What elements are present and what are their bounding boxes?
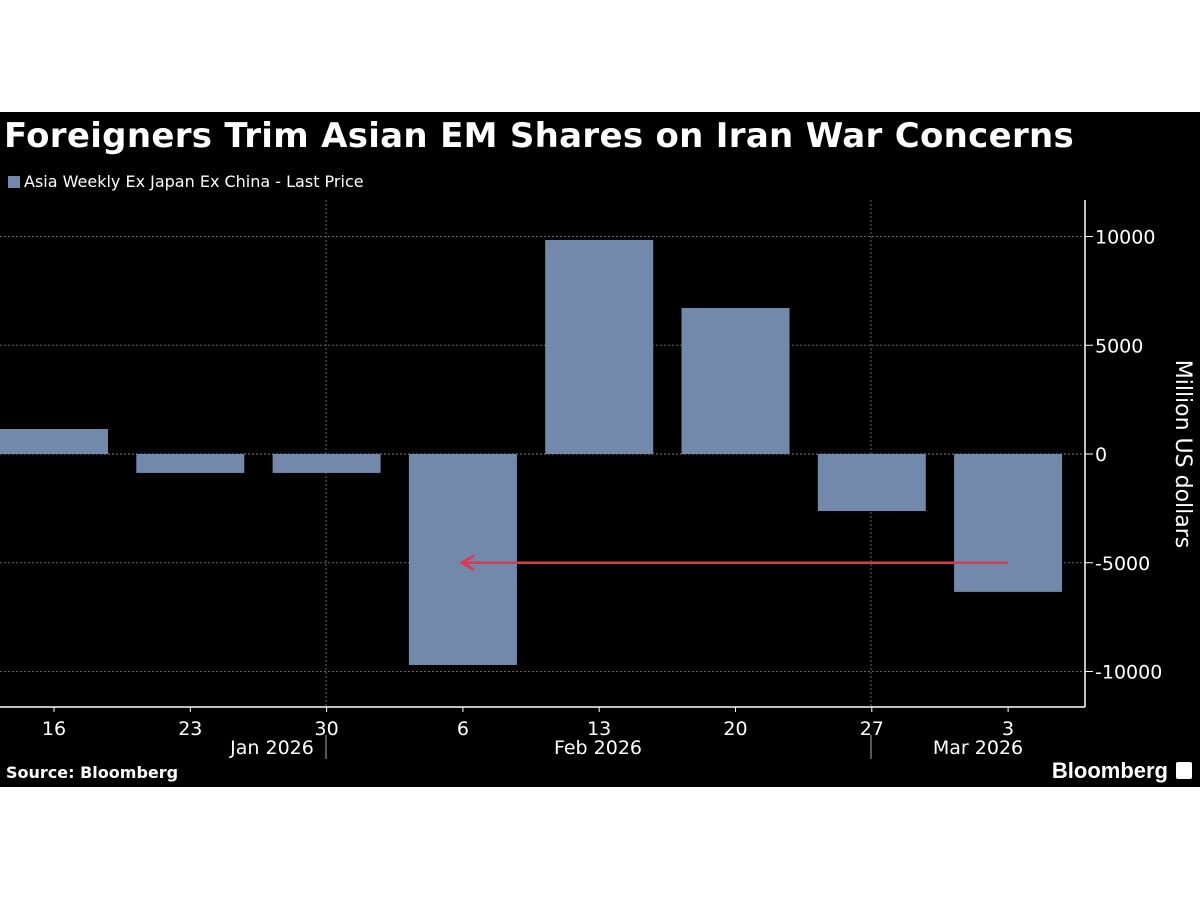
month-label: Feb 2026 xyxy=(554,737,642,759)
x-tick-label: 30 xyxy=(315,718,339,740)
chart-panel: Foreigners Trim Asian EM Shares on Iran … xyxy=(0,112,1200,787)
bar-3 xyxy=(954,454,1063,592)
month-label: Mar 2026 xyxy=(933,737,1023,759)
bar-23 xyxy=(136,454,245,473)
y-tick-label: -5000 xyxy=(1095,553,1150,575)
x-tick-label: 23 xyxy=(178,718,202,740)
source-note: Source: Bloomberg xyxy=(6,763,179,782)
bar-chart: 10000 5000 0 -5000 -10000 16 23 30 6 13 20 27 3 Jan 2… xyxy=(0,200,1195,759)
legend-label: Asia Weekly Ex Japan Ex China - Last Pri… xyxy=(24,172,364,191)
y-tick-label: 10000 xyxy=(1095,227,1155,249)
x-tick-label: 27 xyxy=(860,718,884,740)
brand-logo: Bloomberg xyxy=(1051,758,1168,783)
bar-30 xyxy=(272,454,381,473)
x-tick-label: 3 xyxy=(1002,718,1014,740)
y-axis-label: Million US dollars xyxy=(1170,360,1195,549)
bar-13 xyxy=(545,239,654,454)
y-tick-label: 5000 xyxy=(1095,335,1143,357)
legend: Asia Weekly Ex Japan Ex China - Last Pri… xyxy=(8,172,364,191)
bar-27 xyxy=(817,454,926,511)
bar-6 xyxy=(408,454,517,665)
x-tick-label: 6 xyxy=(457,718,469,740)
x-tick-label: 16 xyxy=(42,718,66,740)
y-tick-label: -10000 xyxy=(1095,662,1162,684)
bar-20 xyxy=(681,308,790,454)
legend-swatch xyxy=(8,175,20,188)
x-tick-label: 20 xyxy=(723,718,747,740)
bar-16 xyxy=(0,428,108,454)
bloomberg-chart-icon xyxy=(1176,762,1192,779)
chart-title: Foreigners Trim Asian EM Shares on Iran … xyxy=(4,116,1075,156)
annotation-arrow-head xyxy=(459,554,475,571)
y-tick-label: 0 xyxy=(1095,444,1107,466)
x-tick-label: 13 xyxy=(587,718,611,740)
month-label: Jan 2026 xyxy=(229,737,314,759)
